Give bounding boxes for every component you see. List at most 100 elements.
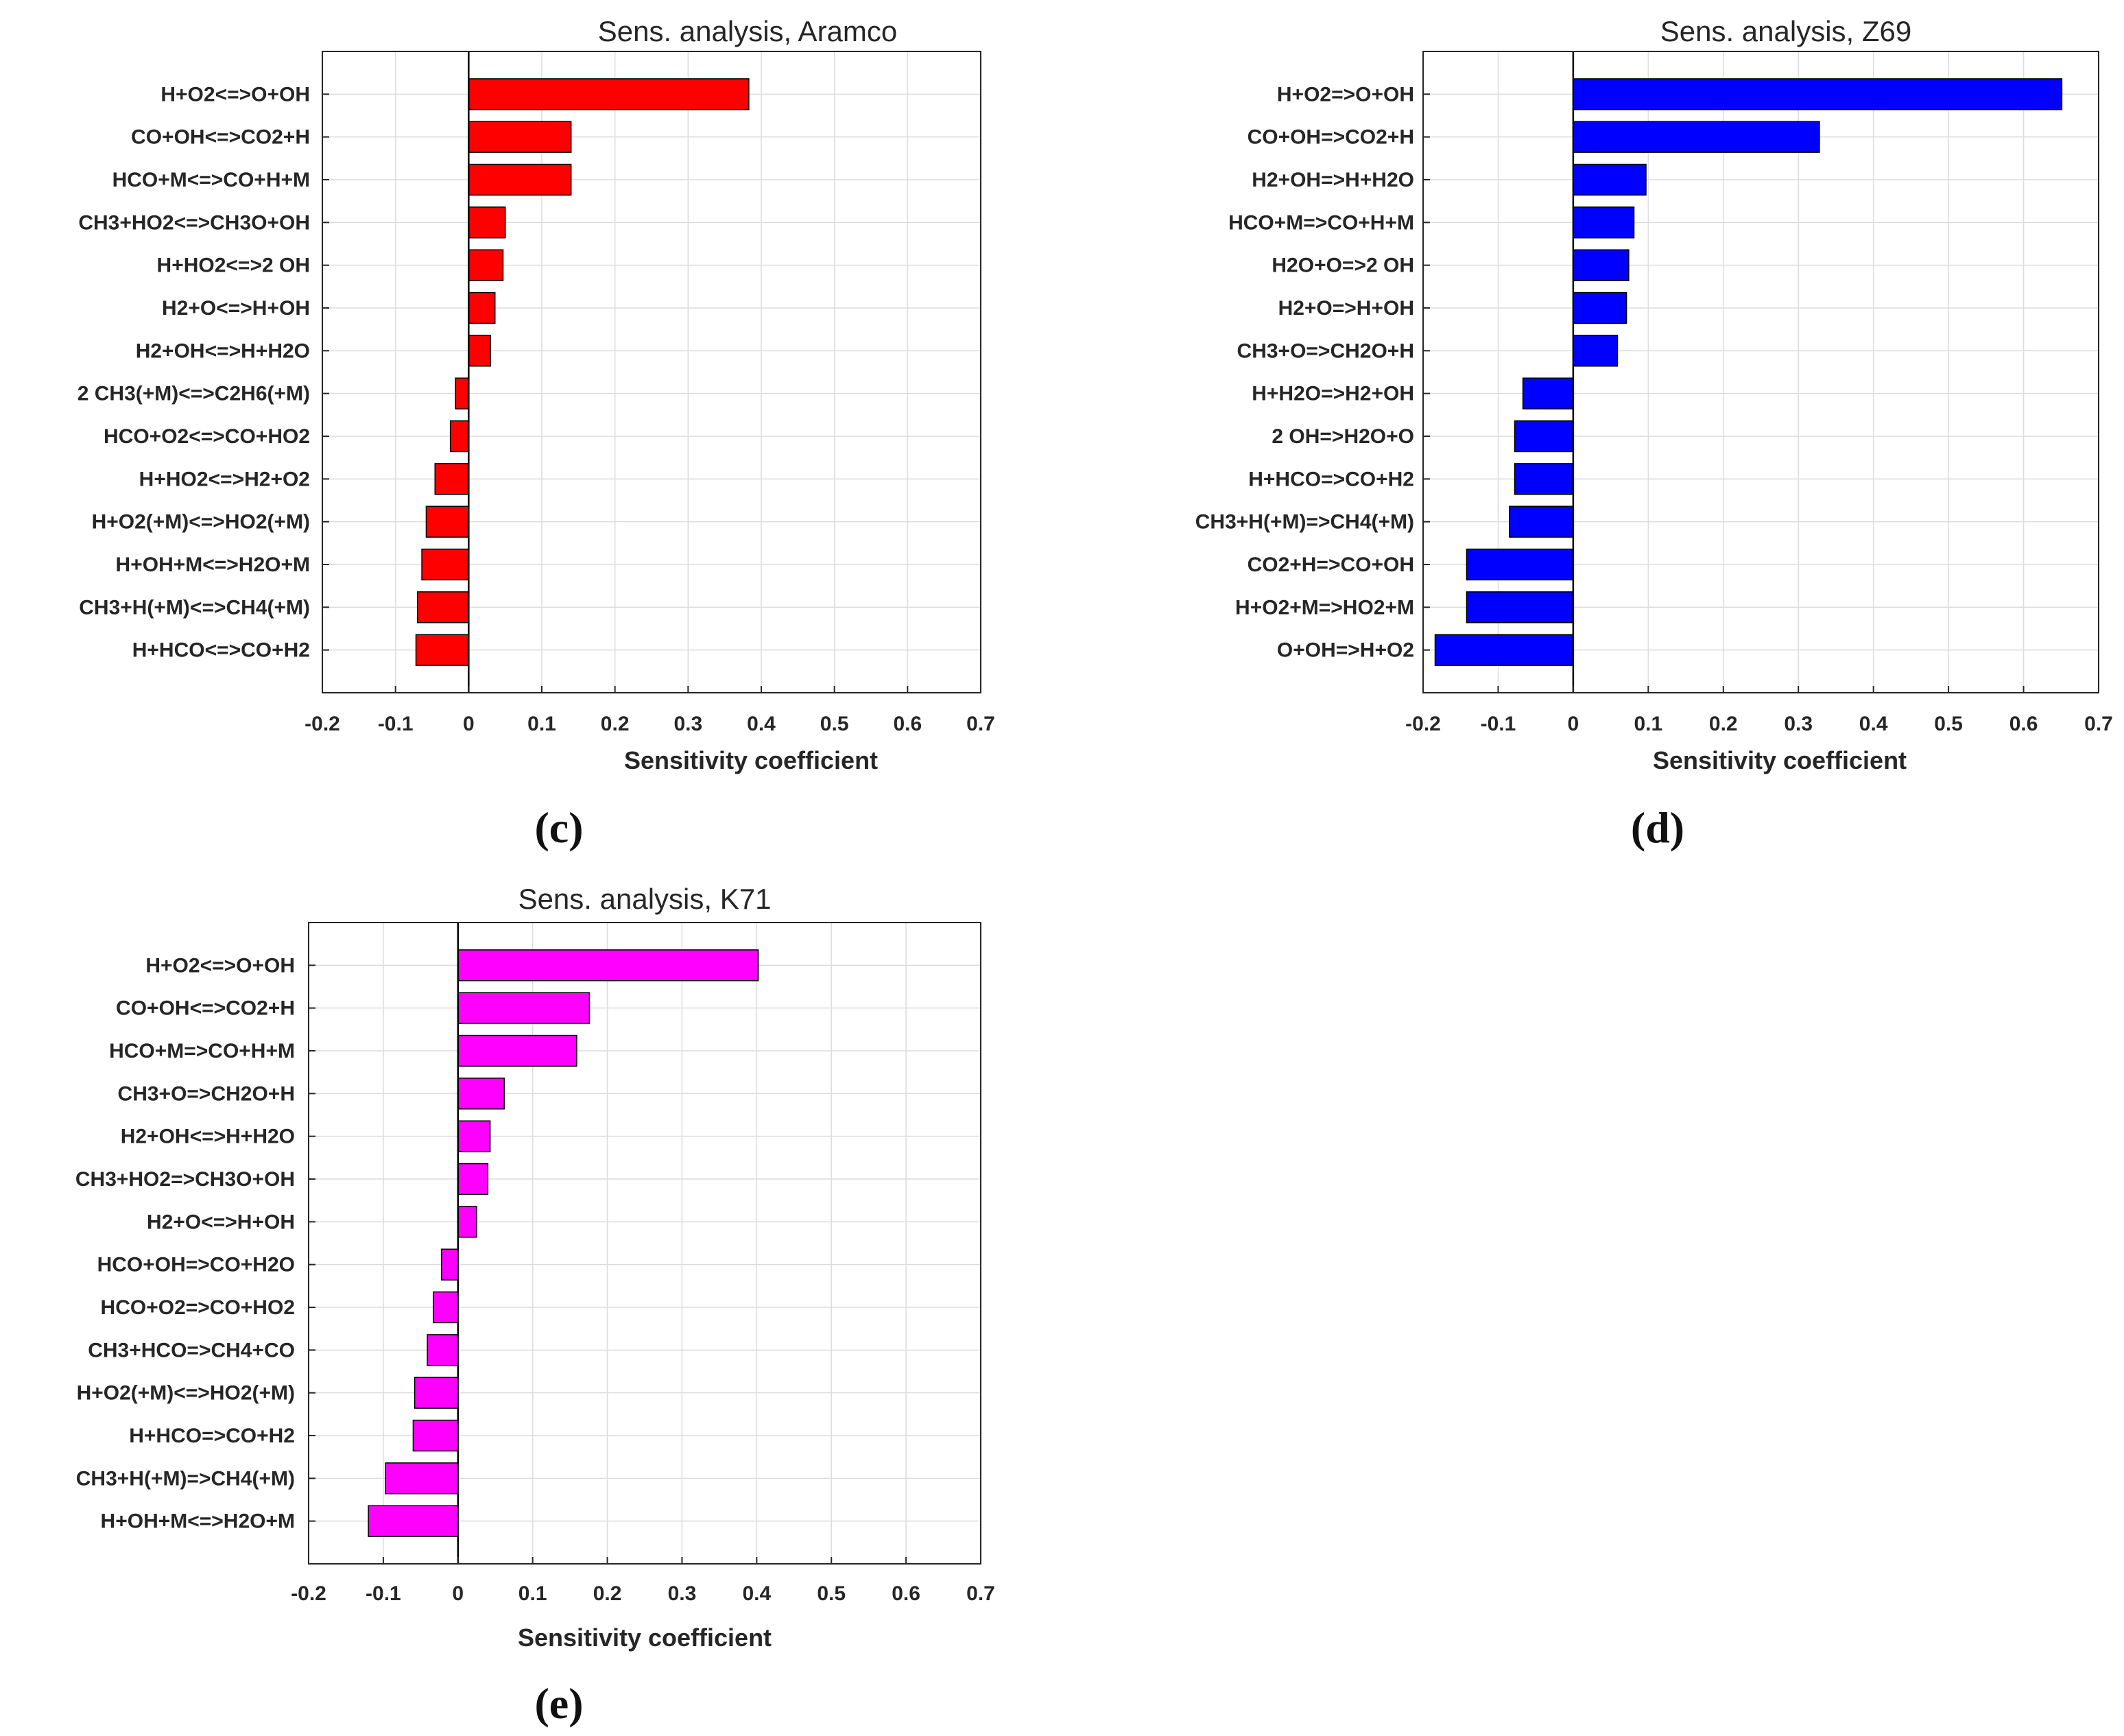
category-label: H2O+O=>2 OH: [1272, 254, 1414, 277]
category-label: HCO+OH=>CO+H2O: [97, 1254, 295, 1276]
chart-panel-aramco: Sens. analysis, Aramco H+O2<=>O+OH CO+OH<…: [77, 15, 995, 852]
bar: [455, 377, 470, 409]
x-tick-label: 0.5: [1934, 713, 1963, 735]
bar: [457, 992, 590, 1024]
x-tick-label: 0.6: [893, 713, 922, 735]
bar: [414, 1377, 459, 1409]
category-label: H2+OH<=>H+H2O: [121, 1126, 295, 1148]
bar: [416, 591, 470, 623]
x-tick-label: 0.1: [518, 1582, 547, 1605]
bar: [1514, 420, 1574, 453]
bar: [468, 206, 506, 239]
category-label: CH3+H(+M)=>CH4(+M): [76, 1467, 295, 1490]
category-label: CH3+O=>CH2O+H: [118, 1082, 295, 1105]
bar: [412, 1419, 459, 1452]
category-label: H+OH+M<=>H2O+M: [116, 554, 310, 576]
x-tick-label: 0.5: [817, 1582, 846, 1605]
x-tick-label: 0.6: [2009, 713, 2038, 735]
chart-panel-k71: Sens. analysis, K71 H+O2<=>O+OH CO+OH<=>C…: [75, 883, 995, 1728]
chart-title: Sens. analysis, Z69: [1660, 15, 1912, 47]
bar: [1573, 335, 1619, 367]
category-label: CH3+H(+M)<=>CH4(+M): [79, 596, 310, 619]
x-tick-label: 0.3: [673, 713, 702, 735]
category-label: HCO+O2=>CO+HO2: [101, 1296, 295, 1319]
bar: [425, 506, 470, 538]
category-label: H+O2=>O+OH: [1277, 83, 1414, 106]
panel-label: (e): [534, 1679, 583, 1728]
x-tick-labels: -0.2 -0.1 0 0.1 0.2 0.3 0.4 0.5 0.6 0.7: [291, 1557, 995, 1605]
bar: [457, 949, 759, 982]
x-tick-label: 0: [463, 713, 475, 735]
bar: [468, 78, 750, 110]
bar: [368, 1505, 459, 1537]
bar: [421, 548, 470, 581]
x-tick-label: 0.7: [966, 713, 995, 735]
category-label: HCO+M=>CO+H+M: [109, 1040, 295, 1062]
bar: [1434, 634, 1574, 666]
category-label: HCO+M<=>CO+H+M: [112, 169, 310, 191]
bar: [1522, 377, 1574, 409]
bar: [468, 163, 572, 196]
category-label: CH3+HCO=>CH4+CO: [88, 1339, 295, 1362]
bar: [1573, 78, 2063, 110]
x-tick-label: 0.1: [1634, 713, 1662, 735]
x-tick-label: 0.4: [1859, 713, 1888, 735]
x-tick-label: 0.5: [820, 713, 849, 735]
category-label: 2 CH3(+M)<=>C2H6(+M): [77, 383, 310, 405]
x-tick-label: 0.1: [527, 713, 556, 735]
x-tick-label: -0.1: [1481, 713, 1516, 735]
bar: [1466, 591, 1574, 623]
category-label: H+O2(+M)<=>HO2(+M): [92, 511, 310, 534]
x-tick-label: 0.2: [1709, 713, 1738, 735]
bar: [468, 292, 496, 324]
category-label: O+OH=>H+O2: [1277, 639, 1414, 662]
x-tick-label: 0.7: [2084, 713, 2113, 735]
category-label: H+HCO=>CO+H2: [129, 1425, 295, 1447]
category-label: H+O2+M=>HO2+M: [1235, 596, 1414, 619]
category-label: CH3+O=>CH2O+H: [1237, 340, 1414, 362]
category-label: H+HO2<=>H2+O2: [139, 468, 310, 490]
bar: [1466, 548, 1574, 581]
x-axis-label: Sensitivity coefficient: [518, 1624, 772, 1652]
category-label: CO+OH=>CO2+H: [1248, 126, 1414, 149]
bar: [468, 249, 504, 281]
x-tick-label: -0.2: [291, 1582, 326, 1605]
category-label: H2+O<=>H+OH: [147, 1211, 295, 1233]
bar: [415, 634, 470, 666]
x-tick-label: 0: [1568, 713, 1579, 735]
category-label: 2 OH=>H2O+O: [1272, 425, 1414, 448]
bar: [457, 1078, 505, 1110]
bar: [1573, 121, 1820, 153]
bar: [1573, 292, 1627, 324]
x-tick-label: 0.2: [593, 1582, 622, 1605]
category-label: H+OH+M<=>H2O+M: [101, 1510, 295, 1533]
x-tick-label: 0.4: [742, 1582, 771, 1605]
category-label: H2+O=>H+OH: [1278, 297, 1414, 320]
category-label: H+O2<=>O+OH: [160, 83, 310, 106]
category-label: H2+OH=>H+H2O: [1252, 169, 1414, 191]
x-tick-label: 0.3: [668, 1582, 697, 1605]
bar: [1573, 206, 1635, 239]
bar: [457, 1163, 489, 1196]
bar: [457, 1034, 577, 1067]
chart-title: Sens. analysis, K71: [518, 883, 772, 915]
category-label: CO+OH<=>CO2+H: [116, 997, 295, 1020]
bars: [368, 949, 759, 1537]
category-label: H+H2O=>H2+OH: [1252, 383, 1414, 405]
x-axis-label: Sensitivity coefficient: [624, 746, 878, 774]
category-label: H+O2(+M)<=>HO2(+M): [77, 1382, 295, 1405]
bar: [434, 463, 470, 495]
bars: [1434, 78, 2063, 666]
category-label: HCO+O2<=>CO+HO2: [104, 425, 310, 448]
category-label: CO+OH<=>CO2+H: [131, 126, 310, 149]
category-label: H+HCO=>CO+H2: [1248, 468, 1414, 490]
x-axis-label: Sensitivity coefficient: [1653, 746, 1907, 774]
bar: [1514, 463, 1574, 495]
x-tick-label: -0.2: [305, 713, 340, 735]
category-label: H+HO2<=>2 OH: [157, 254, 310, 277]
category-label: H+HCO<=>CO+H2: [132, 639, 310, 662]
category-labels: H+O2=>O+OH CO+OH=>CO2+H H2+OH=>H+H2O HCO+M=…: [1195, 83, 1430, 662]
bar: [441, 1248, 459, 1281]
